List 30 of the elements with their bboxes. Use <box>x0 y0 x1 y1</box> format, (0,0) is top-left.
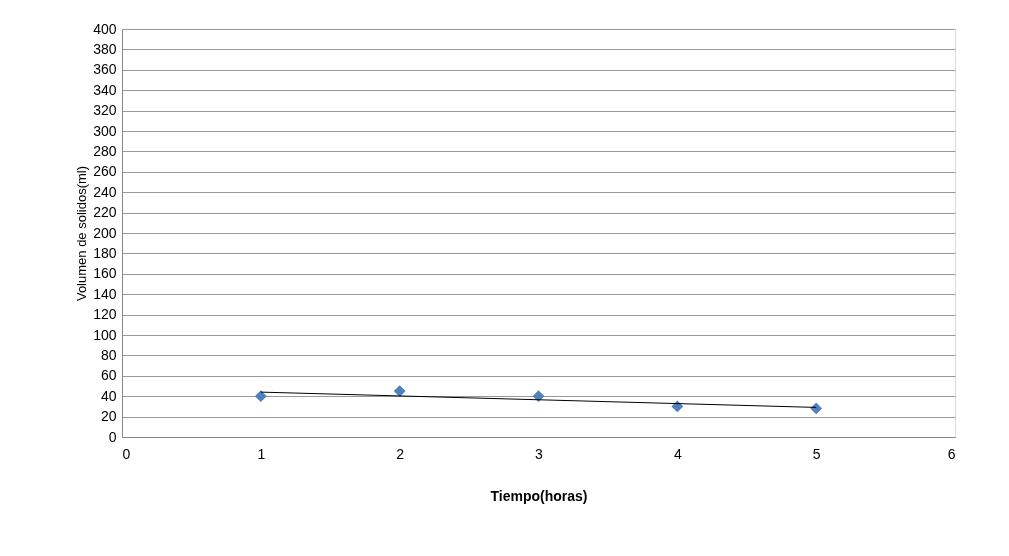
y-tick-label: 340 <box>93 81 117 98</box>
x-tick-label: 4 <box>673 445 682 462</box>
x-tick-label: 3 <box>535 445 544 462</box>
y-tick-label: 160 <box>93 265 117 282</box>
y-tick-label: 120 <box>93 306 117 323</box>
y-tick-label: 40 <box>100 387 117 404</box>
y-tick-label: 80 <box>100 346 117 363</box>
y-tick-label: 360 <box>93 61 117 78</box>
y-tick-label: 260 <box>93 163 117 180</box>
y-tick-label: 60 <box>100 367 117 384</box>
y-tick-label: 100 <box>93 326 117 343</box>
y-tick-label: 140 <box>93 285 117 302</box>
y-tick-label: 300 <box>93 122 117 139</box>
y-tick-label: 180 <box>93 244 117 261</box>
y-tick-label: 240 <box>93 183 117 200</box>
x-tick-label: 5 <box>812 445 821 462</box>
y-tick-label: 220 <box>93 204 117 221</box>
y-tick-label: 400 <box>93 20 117 37</box>
x-tick-label: 6 <box>947 445 956 462</box>
y-tick-label: 320 <box>93 102 117 119</box>
x-tick-label: 0 <box>122 445 131 462</box>
x-tick-label: 2 <box>396 445 405 462</box>
y-tick-label: 280 <box>93 142 117 159</box>
x-tick-label: 1 <box>257 445 266 462</box>
y-tick-label: 380 <box>93 40 117 57</box>
y-tick-label: 20 <box>100 408 117 425</box>
y-tick-label: 200 <box>93 224 117 241</box>
y-axis-title: Volumen de solidos(ml) <box>74 165 90 302</box>
y-tick-label: 0 <box>108 428 117 445</box>
x-axis-title: Tiempo(horas) <box>490 487 588 504</box>
